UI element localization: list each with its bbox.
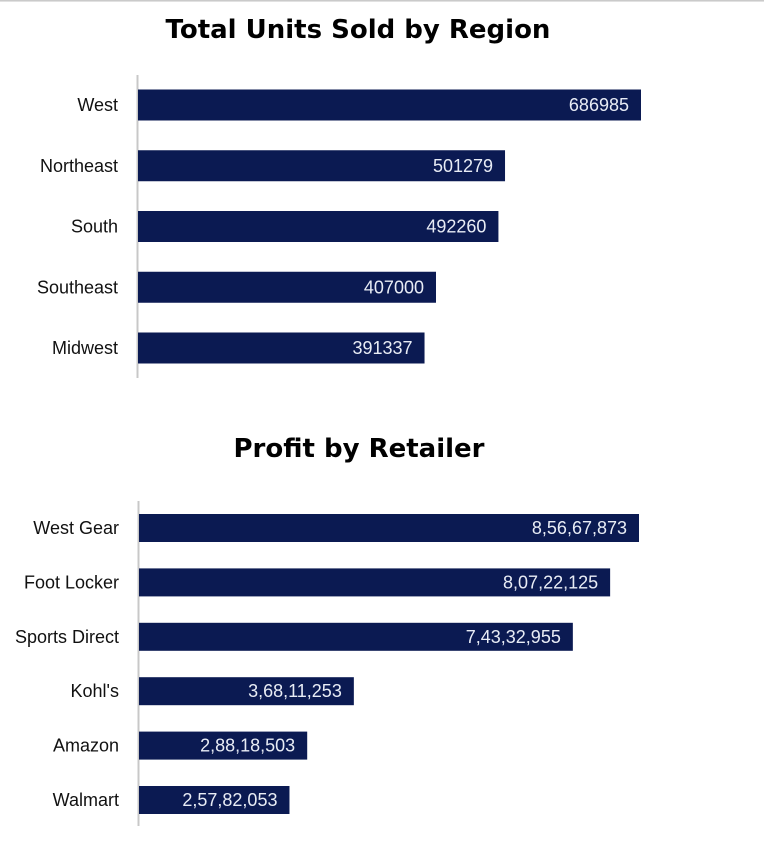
bar-midwest [138,332,425,364]
data-label-west-gear: 8,56,67,873 [532,518,627,538]
category-label-west: West [77,95,118,115]
bar-west [138,89,641,121]
category-label-midwest: Midwest [52,338,118,358]
category-label-southeast: Southeast [37,277,118,297]
chart-title-profit-by-retailer: Profit by Retailer [233,434,484,464]
category-label-foot-locker: Foot Locker [24,572,119,592]
data-label-amazon: 2,88,18,503 [200,736,295,756]
data-label-south: 492260 [426,217,486,237]
data-label-midwest: 391337 [352,338,412,358]
category-label-west-gear: West Gear [33,518,119,538]
bar-west-gear [139,514,639,542]
bar-south [138,211,499,242]
bar-walmart [139,786,290,814]
data-label-northeast: 501279 [433,156,493,176]
data-label-foot-locker: 8,07,22,125 [503,572,598,592]
category-label-amazon: Amazon [53,736,119,756]
data-label-southeast: 407000 [364,277,424,297]
data-label-kohl-s: 3,68,11,253 [248,681,342,701]
window-top-border [0,0,764,2]
profit-by-retailer-chart: West Gear 8,56,67,873 Foot Locker 8,07,22,1… [15,501,639,826]
bar-sports-direct [139,622,573,651]
category-label-sports-direct: Sports Direct [15,627,119,647]
category-label-south: South [71,217,118,237]
category-label-northeast: Northeast [40,156,118,176]
data-label-sports-direct: 7,43,32,955 [466,627,561,647]
data-label-west: 686985 [569,95,629,115]
chart-title-units-by-region: Total Units Sold by Region [166,15,551,45]
bar-foot-locker [139,568,611,597]
bar-kohl-s [139,677,354,706]
data-label-walmart: 2,57,82,053 [182,790,277,810]
bar-southeast [138,271,436,303]
units-by-region-chart: West 686985 Northeast 501279 South 492260 Sout… [37,75,641,378]
bar-amazon [139,731,308,760]
bar-northeast [138,150,506,182]
category-label-walmart: Walmart [53,790,119,810]
category-label-kohl-s: Kohl's [71,681,119,701]
